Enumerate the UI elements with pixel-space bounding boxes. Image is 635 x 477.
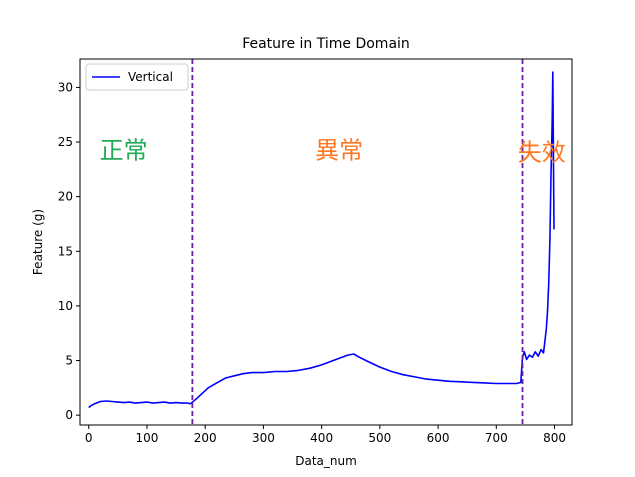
series-line-vertical bbox=[88, 71, 555, 409]
y-tick-label: 20 bbox=[58, 190, 73, 204]
y-tick-label: 5 bbox=[65, 354, 73, 368]
plot-area bbox=[88, 59, 555, 425]
legend-label-vertical: Vertical bbox=[128, 70, 173, 84]
annotation-normal: 正常 bbox=[100, 136, 148, 164]
y-tick-label: 25 bbox=[58, 135, 73, 149]
legend-box bbox=[85, 63, 189, 91]
y-axis-label: Feature (g) bbox=[31, 209, 45, 275]
y-tick-label: 10 bbox=[58, 299, 73, 313]
y-tick-label: 30 bbox=[58, 80, 73, 94]
x-tick-label: 600 bbox=[427, 431, 450, 445]
x-tick-label: 100 bbox=[136, 431, 159, 445]
annotation-abnormal: 異常 bbox=[315, 136, 363, 164]
x-tick-label: 700 bbox=[485, 431, 508, 445]
x-tick-label: 200 bbox=[194, 431, 217, 445]
y-tick-label: 15 bbox=[58, 244, 73, 258]
x-tick-label: 500 bbox=[368, 431, 391, 445]
legend: Vertical bbox=[85, 63, 189, 91]
x-tick-label: 300 bbox=[252, 431, 275, 445]
chart-title: Feature in Time Domain bbox=[242, 36, 410, 52]
x-axis-label: Data_num bbox=[295, 454, 357, 468]
x-tick-label: 0 bbox=[85, 431, 93, 445]
y-tick-label: 0 bbox=[65, 408, 73, 422]
x-tick-label: 800 bbox=[543, 431, 566, 445]
annotation-failure: 失效 bbox=[518, 139, 566, 167]
x-axis: 0 100 200 300 400 500 600 700 800 bbox=[85, 425, 566, 445]
region-annotations: 正常 異常 失效 bbox=[100, 136, 566, 166]
plot-frame bbox=[79, 58, 573, 426]
y-axis: 0 5 10 15 20 25 30 bbox=[58, 80, 80, 422]
x-tick-label: 400 bbox=[310, 431, 333, 445]
